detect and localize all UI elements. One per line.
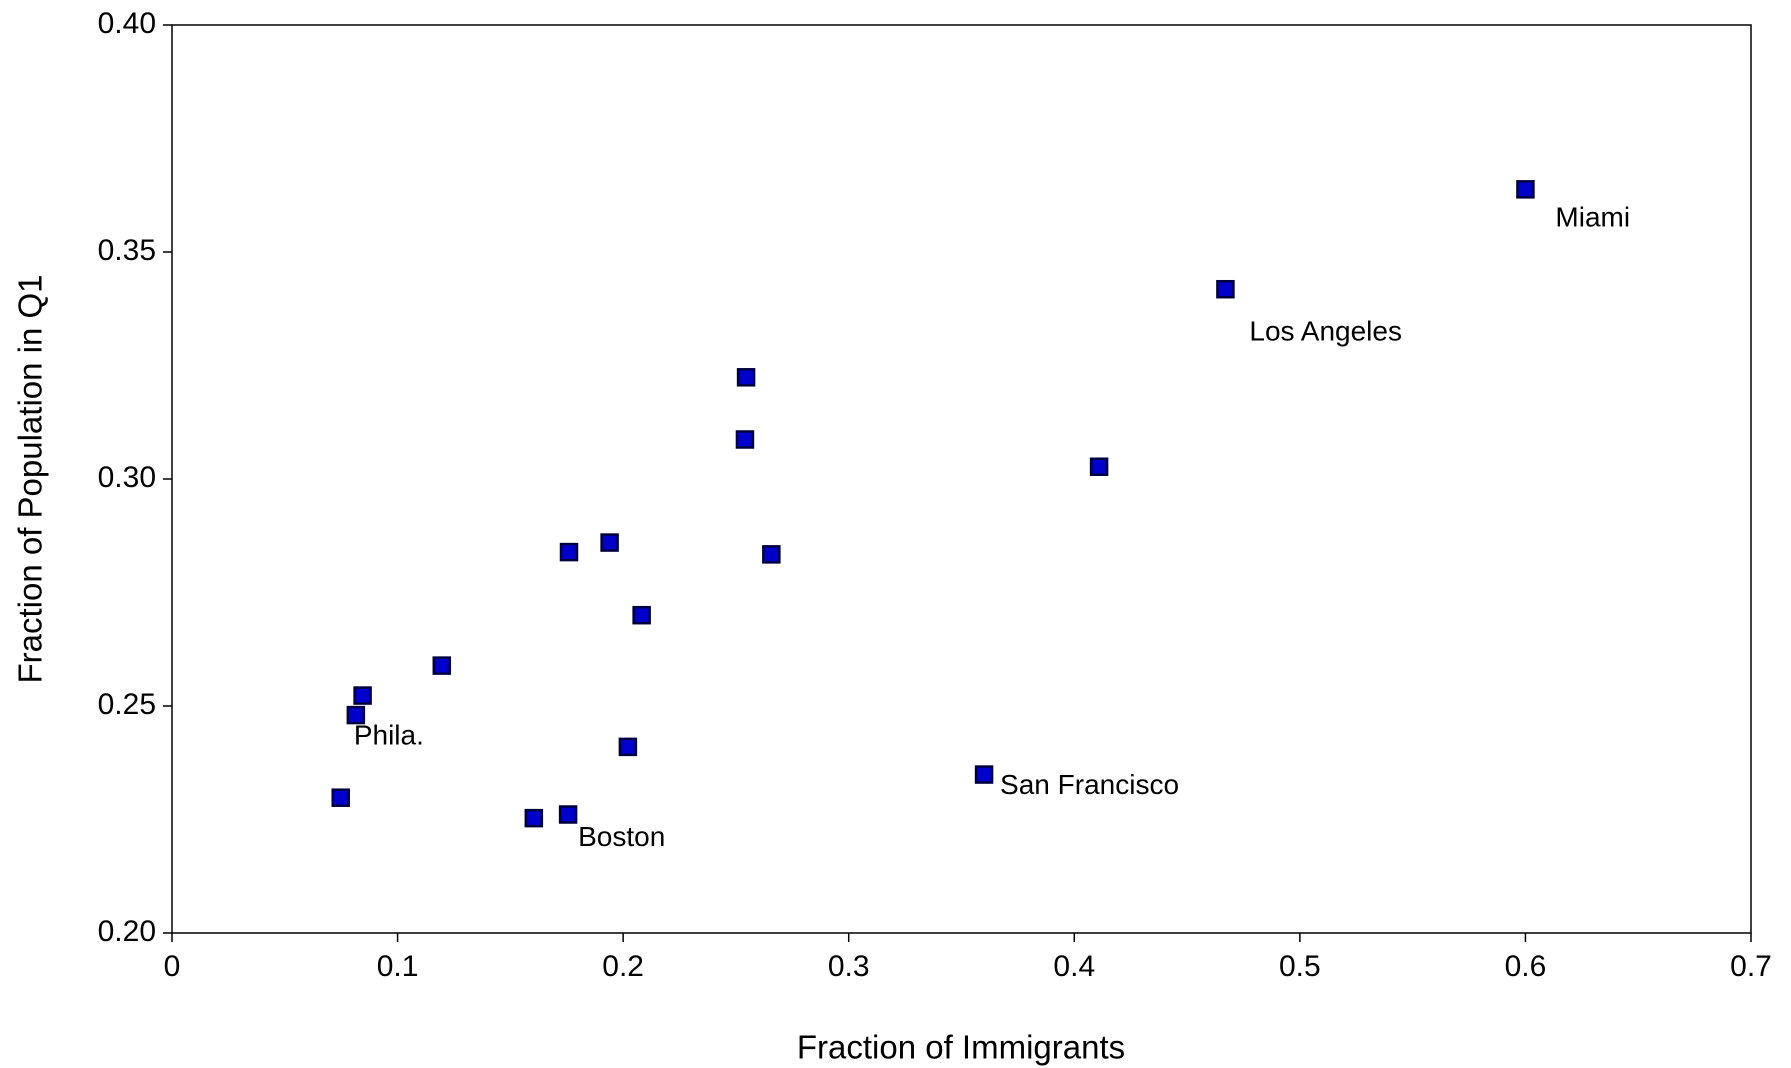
- point-label: Boston: [578, 821, 665, 852]
- point: [735, 430, 755, 449]
- point: [1216, 279, 1235, 299]
- point: [558, 805, 578, 824]
- x-tick-label: 0.7: [1730, 950, 1772, 983]
- point: [559, 542, 579, 562]
- point: [762, 545, 781, 564]
- y-tick-label: 0.40: [98, 7, 156, 40]
- y-tick-label: 0.35: [98, 234, 156, 267]
- point: [632, 605, 651, 625]
- point: [600, 533, 619, 552]
- point: [618, 737, 638, 757]
- point-label: Los Angeles: [1249, 316, 1402, 347]
- point: [974, 765, 994, 784]
- plot-frame: [171, 24, 1752, 934]
- point: [331, 788, 350, 807]
- point-label: Phila.: [354, 719, 424, 750]
- x-tick-label: 0.4: [1053, 950, 1095, 983]
- point-label: Miami: [1555, 202, 1630, 233]
- point: [432, 656, 452, 675]
- point: [736, 368, 756, 387]
- point-label: San Francisco: [1000, 769, 1179, 800]
- y-axis-title: Fraction of Population in Q1: [12, 274, 49, 683]
- point: [346, 705, 366, 725]
- x-tick-label: 0.5: [1279, 950, 1321, 983]
- x-axis-title: Fraction of Immigrants: [797, 1029, 1125, 1066]
- x-tick-label: 0.1: [377, 950, 419, 983]
- point: [524, 808, 544, 828]
- point: [1089, 457, 1109, 476]
- y-tick-label: 0.25: [98, 688, 156, 721]
- point: [1516, 180, 1535, 199]
- point: [353, 686, 372, 705]
- x-tick-label: 0.6: [1505, 950, 1547, 983]
- x-tick-label: 0.3: [828, 950, 870, 983]
- y-tick-label: 0.20: [98, 915, 156, 948]
- y-tick-label: 0.30: [98, 461, 156, 494]
- x-tick-label: 0.2: [602, 950, 644, 983]
- x-tick-label: 0: [164, 950, 181, 983]
